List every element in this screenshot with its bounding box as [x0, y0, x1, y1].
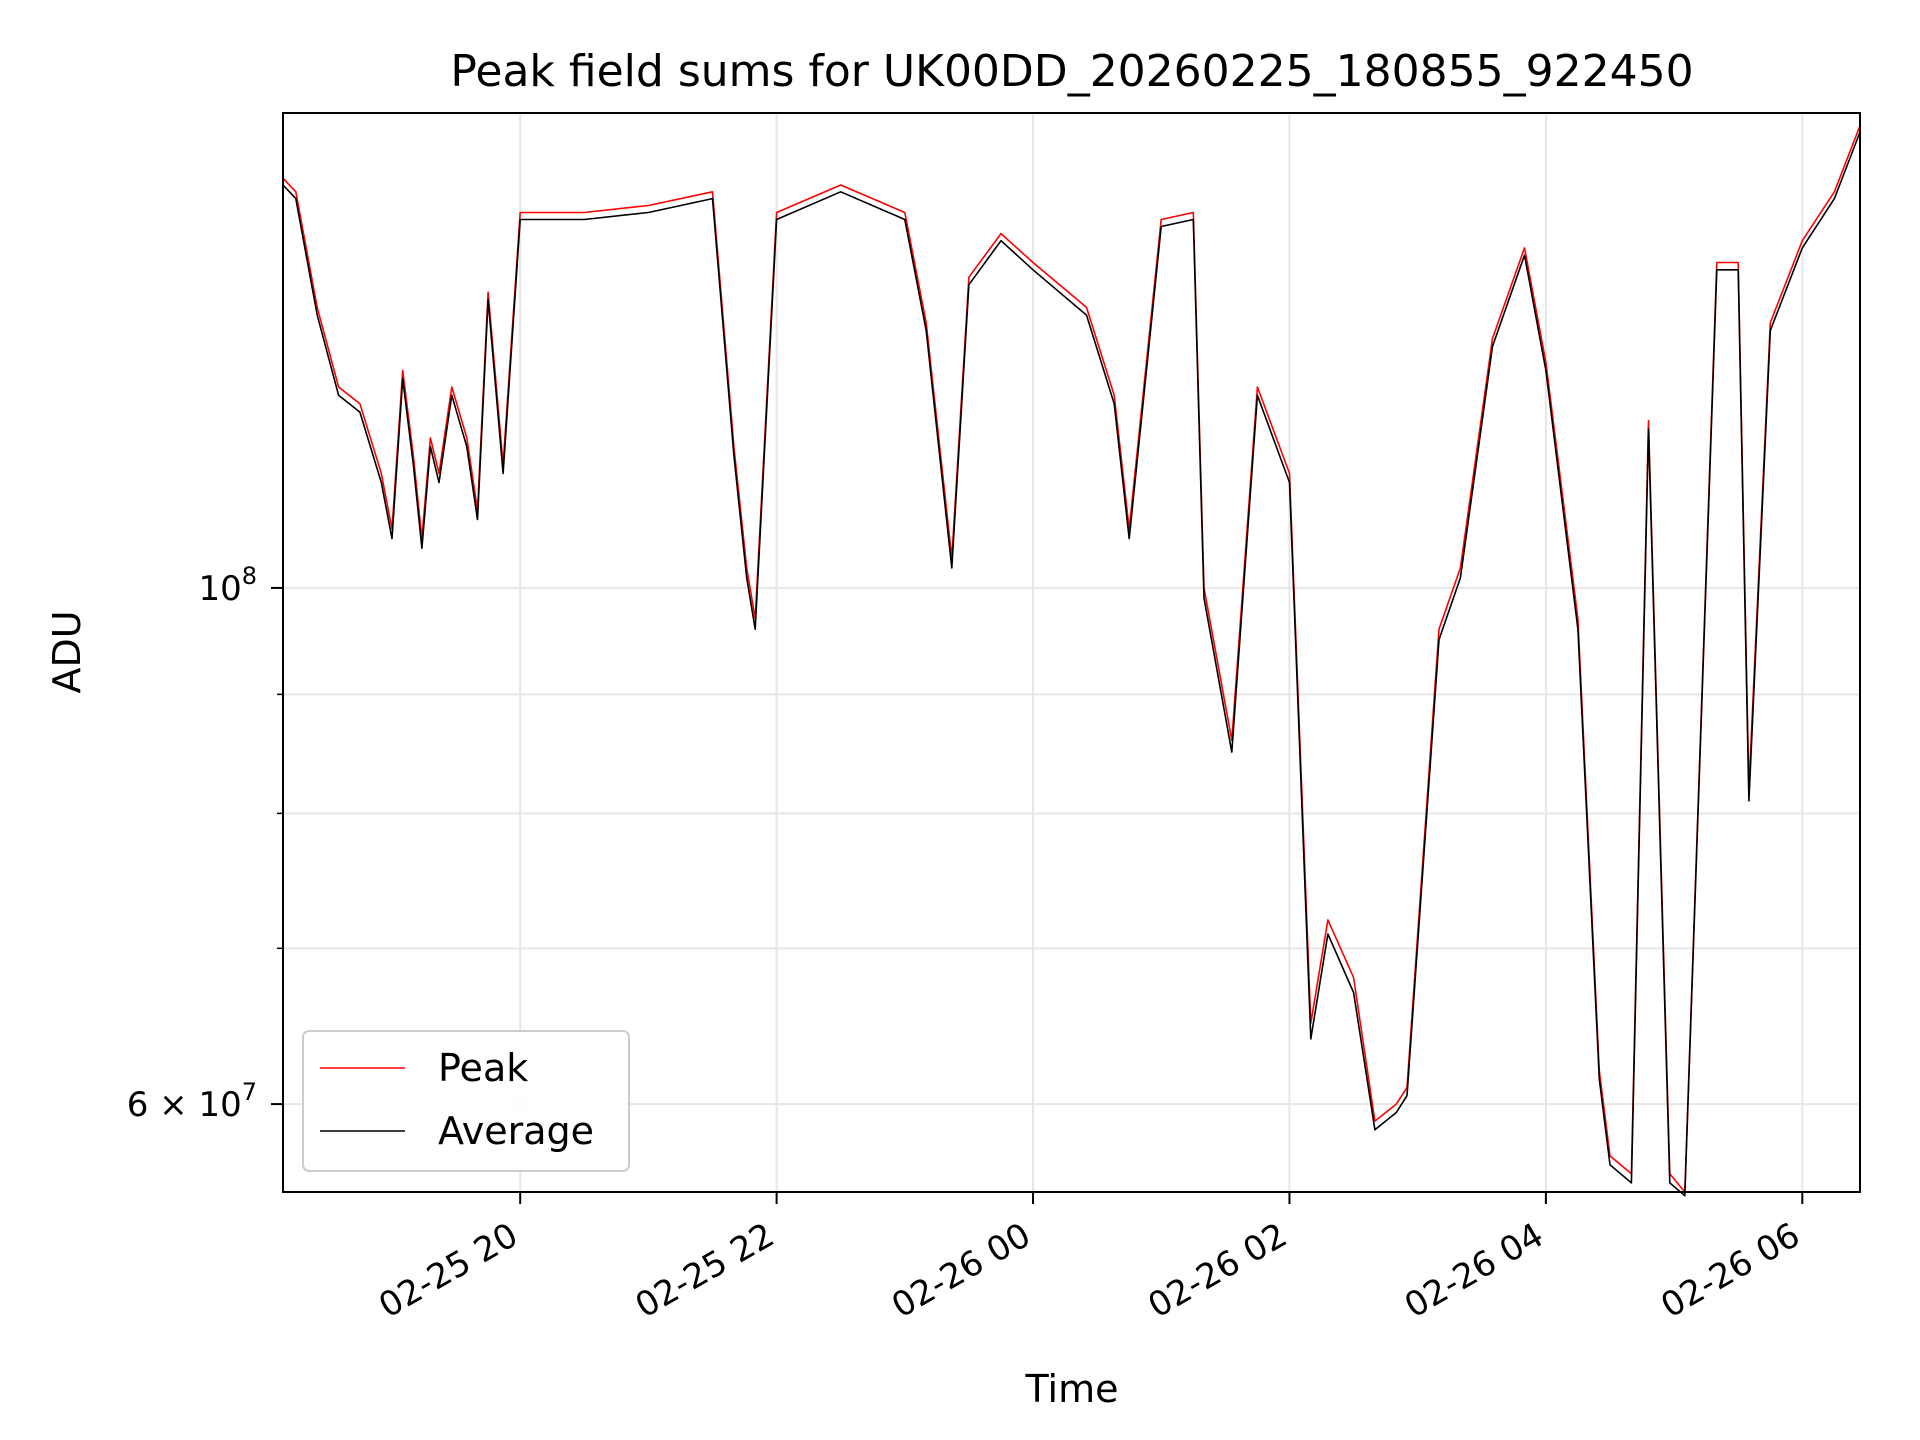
legend: Peak Average — [302, 1030, 630, 1172]
x-axis-label: Time — [1025, 1367, 1119, 1411]
chart-title: Peak field sums for UK00DD_20260225_1808… — [450, 46, 1693, 97]
x-tick-label-4: 02-26 04 — [1398, 1215, 1550, 1326]
legend-label-average: Average — [438, 1109, 594, 1153]
series-line-peak — [282, 125, 1861, 1193]
x-tick-label-0: 02-25 20 — [372, 1215, 524, 1326]
x-tick-label-5: 02-26 06 — [1654, 1215, 1806, 1326]
y-tick-label-0: 108 — [198, 562, 257, 609]
x-axis: 02-25 20 02-25 22 02-26 00 02-26 02 02-26 04… — [372, 1192, 1807, 1326]
y-tick-label-1: 6 × 107 — [127, 1078, 257, 1125]
x-tick-label-1: 02-25 22 — [629, 1215, 781, 1326]
legend-box — [302, 1030, 630, 1172]
series-line-average — [282, 131, 1861, 1197]
legend-label-peak: Peak — [438, 1046, 528, 1090]
y-axis: 108 6 × 107 — [127, 562, 283, 1125]
series-layer — [282, 125, 1861, 1197]
y-axis-label: ADU — [45, 610, 89, 693]
plot-frame — [282, 112, 1861, 1193]
x-tick-label-3: 02-26 02 — [1142, 1215, 1294, 1326]
x-tick-label-2: 02-26 00 — [885, 1215, 1037, 1326]
